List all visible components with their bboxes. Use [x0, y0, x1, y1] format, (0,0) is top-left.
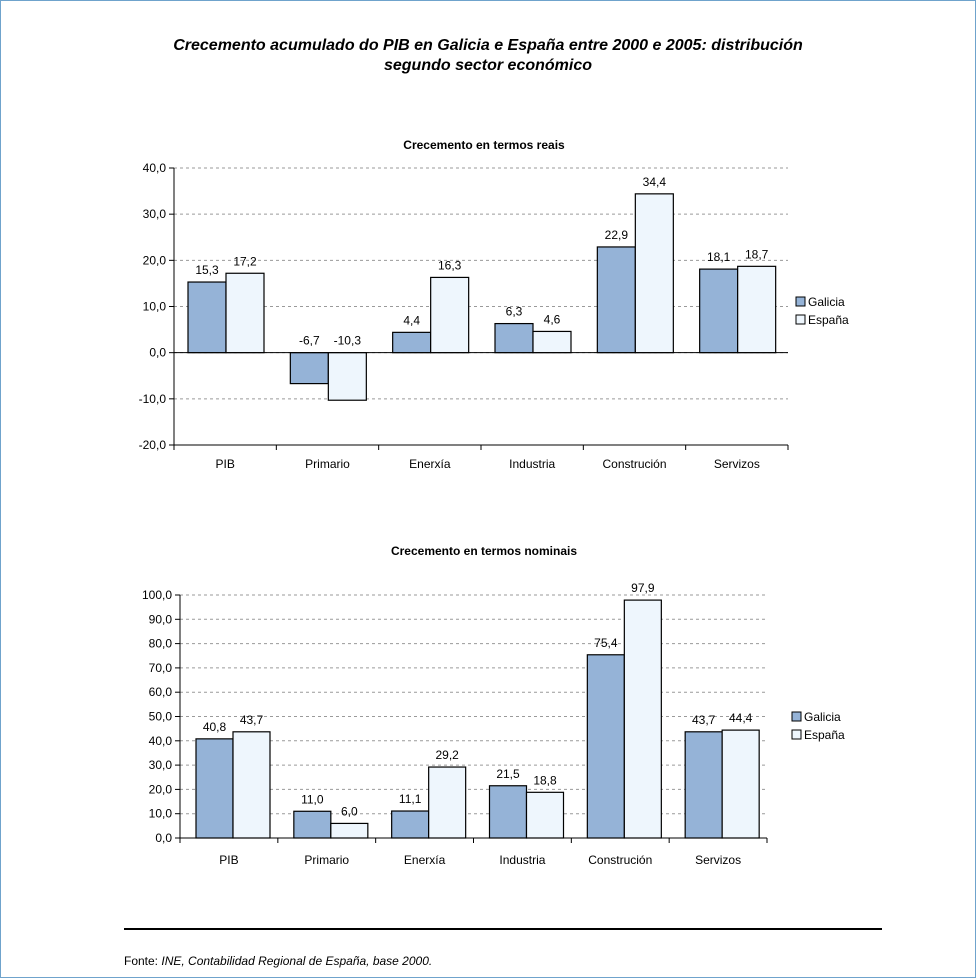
data-label-espana-construcion: 34,4	[643, 175, 667, 189]
bar-espana-enerxia	[430, 276, 470, 354]
data-label-galicia-pib: 40,8	[203, 720, 227, 734]
bar-espana-construcion	[623, 599, 662, 839]
data-label-espana-enerxia: 29,2	[435, 748, 459, 762]
y-tick-label: 70,0	[149, 661, 173, 675]
bar-galicia-primario	[293, 810, 332, 839]
bar-galicia-enerxia	[392, 331, 432, 354]
legend-swatch-espana	[791, 729, 802, 740]
data-label-galicia-primario: -6,7	[299, 334, 320, 348]
y-tick-label: 0,0	[155, 831, 172, 845]
chart-real-growth: Crecemento en termos reais 40,0 30,0 20,0 10…	[139, 138, 849, 471]
y-tick-label: -10,0	[139, 392, 167, 406]
x-category-label: Construción	[588, 853, 652, 867]
bar-galicia-construcion	[586, 654, 625, 839]
x-category-label: Primario	[305, 457, 350, 471]
x-category-label: Servizos	[714, 457, 760, 471]
legend-label-galicia: Galicia	[808, 295, 845, 309]
y-tick-label: 30,0	[143, 207, 167, 221]
x-category-label: Servizos	[695, 853, 741, 867]
x-category-label: Industria	[509, 457, 555, 471]
y-tick-label: 20,0	[149, 782, 173, 796]
bar-espana-servizos	[737, 265, 777, 354]
source-divider	[124, 928, 882, 930]
legend-label-galicia: Galicia	[804, 710, 841, 724]
data-label-espana-pib: 43,7	[240, 713, 264, 727]
y-tick-label: 30,0	[149, 758, 173, 772]
data-label-galicia-industria: 6,3	[506, 305, 523, 319]
bar-espana-primario	[330, 822, 369, 839]
data-label-galicia-pib: 15,3	[195, 263, 219, 277]
source-text: INE, Contabilidad Regional de España, ba…	[161, 954, 433, 968]
y-tick-label: 0,0	[149, 346, 166, 360]
x-category-label: PIB	[215, 457, 234, 471]
figure-title-line-2: segundo sector económico	[383, 57, 593, 74]
bar-galicia-construcion	[596, 246, 636, 354]
y-tick-label: 50,0	[149, 710, 173, 724]
y-tick-label: -20,0	[139, 438, 167, 452]
legend-swatch-galicia	[795, 296, 806, 307]
data-label-espana-servizos: 44,4	[729, 711, 753, 725]
bar-galicia-pib	[195, 738, 234, 839]
x-category-label: Primario	[304, 853, 349, 867]
y-tick-label: 80,0	[149, 637, 173, 651]
bar-espana-pib	[232, 731, 271, 839]
bar-espana-pib	[225, 272, 265, 354]
legend-swatch-espana	[795, 314, 806, 325]
y-tick-label: 40,0	[143, 161, 167, 175]
source-note: Fonte: INE, Contabilidad Regional de Esp…	[124, 954, 432, 968]
data-label-espana-servizos: 18,7	[745, 247, 769, 261]
data-label-espana-primario: -10,3	[334, 334, 362, 348]
bar-espana-enerxia	[428, 766, 467, 839]
bar-galicia-enerxia	[391, 810, 430, 839]
data-label-espana-construcion: 97,9	[631, 581, 655, 595]
x-category-label: Industria	[499, 853, 545, 867]
data-label-espana-enerxia: 16,3	[438, 258, 462, 272]
y-tick-label: 10,0	[149, 807, 173, 821]
x-category-label: Enerxía	[409, 457, 451, 471]
y-tick-label: 40,0	[149, 734, 173, 748]
data-label-galicia-industria: 21,5	[496, 767, 520, 781]
source-prefix: Fonte:	[124, 954, 162, 968]
chart-nominal-growth: Crecemento en termos nominais 100,0 90,0 80…	[142, 544, 845, 867]
bar-espana-primario	[327, 352, 367, 401]
data-label-galicia-servizos: 18,1	[707, 250, 731, 264]
data-label-galicia-servizos: 43,7	[692, 713, 716, 727]
data-label-galicia-primario: 11,0	[301, 792, 324, 806]
y-tick-label: 10,0	[143, 300, 167, 314]
data-label-espana-industria: 4,6	[544, 312, 561, 326]
bar-espana-industria	[525, 791, 565, 839]
data-label-galicia-construcion: 75,4	[594, 636, 618, 650]
data-label-galicia-enerxia: 11,1	[399, 792, 422, 806]
x-category-label: Enerxía	[404, 853, 446, 867]
bar-espana-servizos	[721, 729, 760, 839]
figure-title-line-1: Crecemento acumulado do PIB en Galicia e…	[173, 37, 803, 54]
bar-galicia-servizos	[699, 268, 739, 354]
y-tick-label: 20,0	[143, 253, 167, 267]
legend-label-espana: España	[808, 313, 849, 327]
x-category-label: Construción	[602, 457, 666, 471]
data-label-espana-primario: 6,0	[341, 804, 358, 818]
bar-galicia-pib	[187, 281, 227, 354]
figure-title: Crecemento acumulado do PIB en Galicia e…	[0, 36, 976, 76]
chart-title: Crecemento en termos reais	[403, 138, 565, 152]
data-label-espana-industria: 18,8	[533, 773, 557, 787]
bar-galicia-primario	[289, 352, 329, 385]
data-label-galicia-enerxia: 4,4	[403, 313, 420, 327]
x-category-label: PIB	[219, 853, 238, 867]
bar-galicia-servizos	[684, 731, 723, 839]
y-tick-label: 100,0	[142, 588, 172, 602]
y-tick-label: 90,0	[149, 612, 173, 626]
data-label-galicia-construcion: 22,9	[605, 228, 629, 242]
data-label-espana-pib: 17,2	[233, 254, 257, 268]
legend-swatch-galicia	[791, 711, 802, 722]
y-tick-label: 60,0	[149, 685, 173, 699]
bar-galicia-industria	[488, 785, 528, 839]
bar-galicia-industria	[494, 322, 534, 354]
bar-espana-construcion	[634, 193, 674, 354]
legend-label-espana: España	[804, 728, 845, 742]
bar-espana-industria	[532, 330, 572, 354]
chart-title: Crecemento en termos nominais	[391, 544, 577, 558]
